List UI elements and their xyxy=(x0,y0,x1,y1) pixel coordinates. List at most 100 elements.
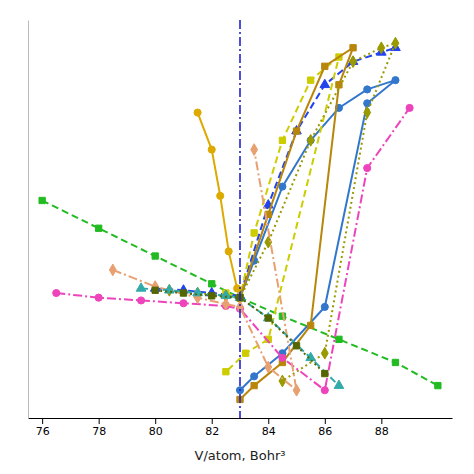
series-marker xyxy=(293,128,299,134)
series-line xyxy=(113,150,297,391)
x-axis-title: V/atom, Bohr³ xyxy=(195,448,286,463)
series xyxy=(194,109,244,301)
series-marker xyxy=(223,369,229,375)
series-line xyxy=(56,108,409,390)
x-tick-mark xyxy=(42,418,43,424)
x-tick: 78 xyxy=(92,418,106,438)
series-marker xyxy=(350,45,356,51)
series-marker xyxy=(308,322,314,328)
series-marker xyxy=(350,56,357,68)
series-marker xyxy=(242,350,248,356)
series-marker xyxy=(251,144,258,156)
series-marker xyxy=(96,225,102,231)
series-marker xyxy=(279,375,286,387)
series-marker xyxy=(392,77,399,84)
series-line xyxy=(240,48,353,400)
series-marker xyxy=(392,359,398,365)
series-marker xyxy=(265,315,271,321)
x-tick: 80 xyxy=(149,418,163,438)
x-tick-mark xyxy=(325,418,326,424)
series-marker xyxy=(136,283,146,291)
series-marker xyxy=(263,312,273,320)
plot-area: 76 78 80 82 84 86 88 xyxy=(29,20,453,438)
series-line xyxy=(240,80,395,390)
series-marker xyxy=(152,287,158,293)
series-marker xyxy=(251,373,258,380)
series-marker xyxy=(307,134,314,146)
series xyxy=(237,45,356,403)
series-marker xyxy=(152,253,158,259)
series xyxy=(109,144,300,396)
y-axis-line xyxy=(28,21,29,419)
x-tick-label: 84 xyxy=(262,425,276,438)
series-marker xyxy=(217,192,224,199)
series-line xyxy=(226,57,339,372)
series-marker xyxy=(292,126,302,134)
series xyxy=(150,42,400,298)
series-marker xyxy=(137,297,144,304)
series-marker xyxy=(293,343,299,349)
series-marker xyxy=(225,248,232,255)
series-marker xyxy=(322,370,328,376)
series-marker xyxy=(95,294,102,301)
series-marker xyxy=(53,289,60,296)
x-axis: 76 78 80 82 84 86 88 xyxy=(29,418,453,438)
series-line xyxy=(141,288,339,385)
series-marker xyxy=(321,387,328,394)
x-tick-mark xyxy=(381,418,382,424)
series-marker xyxy=(308,77,314,83)
x-tick-mark xyxy=(99,418,100,424)
vertical-line xyxy=(239,20,241,418)
series-marker xyxy=(435,382,441,388)
x-tick-mark xyxy=(212,418,213,424)
series-line xyxy=(198,113,240,298)
series-marker xyxy=(209,293,215,299)
series-marker xyxy=(209,281,215,287)
series-marker xyxy=(364,165,371,172)
series-marker xyxy=(39,197,45,203)
chart: 76 78 80 82 84 86 88 V/atom, Bohr³ xyxy=(0,0,474,474)
series-marker xyxy=(364,107,371,119)
x-tick: 86 xyxy=(318,418,332,438)
series-marker xyxy=(265,361,272,373)
series-marker xyxy=(180,290,186,296)
series-marker xyxy=(306,352,316,360)
series-marker xyxy=(293,384,300,396)
series-marker xyxy=(251,382,257,388)
x-tick-mark xyxy=(268,418,269,424)
series-marker xyxy=(279,183,286,190)
series-marker xyxy=(336,82,342,88)
series-marker xyxy=(321,347,328,359)
data-layer xyxy=(39,20,441,418)
x-axis-line xyxy=(29,418,453,419)
series xyxy=(53,104,413,393)
series-marker xyxy=(336,336,342,342)
x-tick-label: 76 xyxy=(36,425,50,438)
x-tick: 84 xyxy=(262,418,276,438)
x-tick-label: 80 xyxy=(149,425,163,438)
series-marker xyxy=(222,298,229,310)
y-axis xyxy=(28,21,29,419)
x-tick: 88 xyxy=(375,418,389,438)
series-marker xyxy=(378,42,385,54)
x-tick: 82 xyxy=(205,418,219,438)
series-marker xyxy=(152,281,159,293)
series-marker xyxy=(208,146,215,153)
series-marker xyxy=(180,300,187,307)
x-tick-label: 82 xyxy=(205,425,219,438)
series-marker xyxy=(321,303,328,310)
series-line xyxy=(155,48,395,296)
series-marker xyxy=(392,37,399,49)
series-marker xyxy=(320,79,330,87)
x-tick-label: 88 xyxy=(375,425,389,438)
series-marker xyxy=(406,104,413,111)
series-marker xyxy=(322,63,328,69)
series xyxy=(166,37,399,387)
x-tick: 76 xyxy=(36,418,50,438)
series-marker xyxy=(334,380,344,388)
series-marker xyxy=(279,137,285,143)
x-tick-mark xyxy=(155,418,156,424)
series-marker xyxy=(251,230,257,236)
series-marker xyxy=(364,86,371,93)
x-tick-label: 86 xyxy=(318,425,332,438)
